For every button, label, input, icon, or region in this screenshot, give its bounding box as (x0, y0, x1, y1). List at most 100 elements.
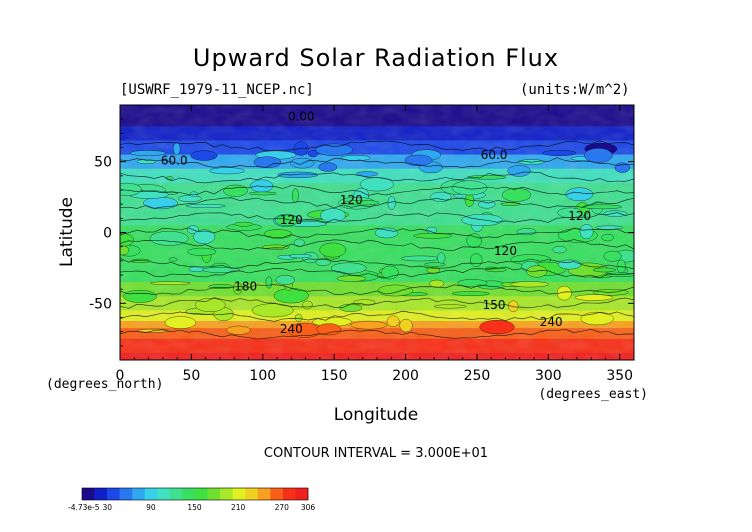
regional-feature (413, 232, 453, 239)
colorbar-swatch (82, 488, 95, 500)
regional-feature (552, 245, 567, 254)
regional-feature (336, 275, 367, 282)
colorbar-swatch (182, 488, 196, 500)
colorbar-label: 150 (187, 503, 202, 512)
regional-feature (603, 210, 628, 217)
colorbar-swatch (257, 488, 271, 500)
regional-feature (616, 259, 626, 274)
colorbar-swatch (282, 488, 296, 500)
colorbar-swatch (232, 488, 246, 500)
colorbar-swatch (132, 488, 146, 500)
contour-line (120, 258, 634, 270)
contour-line (120, 185, 634, 196)
contour-line (120, 328, 634, 340)
regional-feature (470, 253, 483, 267)
regional-feature (178, 195, 202, 202)
y-axis-title: Latitude (57, 197, 77, 267)
colorbar-label: 90 (146, 503, 156, 512)
regional-feature (173, 142, 181, 156)
units-label: (units:W/m^2) (520, 82, 630, 98)
regional-feature (248, 191, 277, 196)
regional-feature (451, 291, 490, 296)
colorbar-label: 210 (231, 503, 246, 512)
contour-label: 180 (234, 280, 257, 294)
colorbar-swatch (270, 488, 284, 500)
regional-feature (188, 266, 205, 272)
regional-feature (565, 187, 594, 202)
x-tick-label: 50 (182, 368, 200, 384)
regional-feature (584, 148, 613, 163)
y-tick-label: 50 (94, 155, 112, 171)
regional-feature (209, 167, 245, 175)
regional-feature (526, 265, 548, 278)
colorbar-label: 30 (102, 503, 112, 512)
regional-feature (319, 242, 346, 258)
y-tick-label: -50 (89, 296, 112, 312)
regional-feature (123, 290, 157, 303)
regional-feature (193, 229, 216, 244)
regional-feature (582, 204, 622, 210)
regional-feature (510, 281, 549, 288)
colorbar-label: 270 (275, 503, 290, 512)
regional-feature (479, 319, 515, 335)
regional-feature (164, 316, 197, 329)
regional-feature (377, 284, 413, 297)
regional-feature (250, 179, 274, 193)
regional-feature (353, 299, 376, 306)
contour-label: 240 (540, 315, 563, 329)
contour-line (120, 284, 634, 296)
y-unit-label: (degrees_north) (46, 377, 163, 392)
contour-line (120, 310, 634, 322)
regional-feature (580, 311, 614, 326)
regional-feature (404, 154, 433, 166)
contour-interval-note: CONTOUR INTERVAL = 3.000E+01 (263, 446, 489, 461)
regional-feature (185, 204, 226, 208)
regional-feature (501, 187, 532, 202)
regional-feature (294, 313, 303, 322)
regional-feature (190, 150, 218, 161)
file-name-label: [USWRF_1979-11_NCEP.nc] (120, 82, 314, 98)
regional-feature (202, 267, 240, 273)
contour-line (120, 171, 634, 184)
regional-feature (315, 143, 353, 156)
regional-feature (574, 294, 614, 301)
y-tick-label: 0 (103, 226, 112, 242)
regional-feature (356, 171, 379, 177)
regional-feature (426, 226, 438, 234)
regional-feature (302, 300, 313, 310)
contour-line (120, 197, 634, 209)
colorbar-swatch (169, 488, 183, 500)
regional-feature (251, 303, 294, 318)
colorbar-swatch (119, 488, 133, 500)
colorbar-frame (81, 487, 309, 501)
regional-feature (263, 229, 292, 239)
regional-feature (291, 188, 299, 203)
contour-line (120, 239, 634, 251)
colorbar-swatch (295, 488, 309, 500)
regional-feature (386, 315, 400, 327)
colorbar-swatch (207, 488, 221, 500)
contour-label: 240 (280, 322, 303, 336)
regional-feature (466, 233, 483, 248)
regional-feature (129, 150, 166, 157)
regional-feature (318, 162, 338, 172)
colorbar-swatch (220, 488, 233, 500)
regional-feature (320, 208, 346, 223)
contour-label: 60.0 (161, 154, 188, 168)
regional-feature (120, 233, 134, 247)
regional-feature (223, 184, 248, 197)
colorbar-swatch (144, 488, 158, 500)
contour-label: 120 (280, 213, 303, 227)
regional-feature (451, 180, 488, 196)
contour-line (120, 157, 634, 168)
regional-feature (187, 247, 217, 256)
contour-line (120, 227, 634, 239)
contour-label: 120 (568, 209, 591, 223)
contour-line (120, 266, 634, 279)
x-tick-label: 200 (392, 368, 419, 384)
regional-feature (265, 276, 273, 289)
regional-feature (350, 320, 388, 330)
x-unit-label: (degrees_east) (538, 387, 648, 402)
regional-feature (277, 171, 319, 179)
